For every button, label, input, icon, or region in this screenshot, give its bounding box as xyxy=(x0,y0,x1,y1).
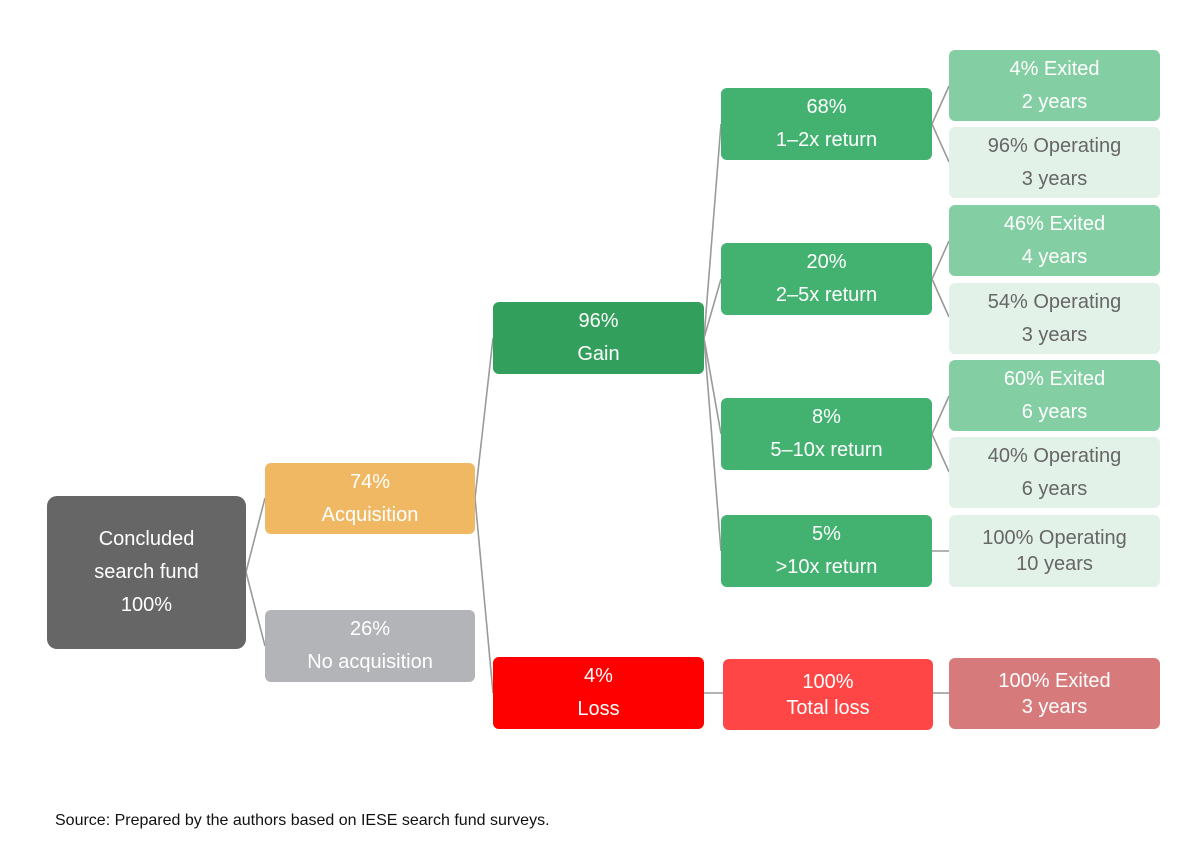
return-5-10x-label: 5–10x return xyxy=(770,439,883,461)
connector-root-acquisition xyxy=(245,497,266,573)
connector-root-no-acquisition xyxy=(245,571,266,647)
loss-label: Loss xyxy=(577,698,620,720)
return-10x-label: >10x return xyxy=(775,556,878,578)
no-acquisition-node: 26% No acquisition xyxy=(265,610,475,682)
root-line-2: search fund xyxy=(94,561,199,583)
exited-1-2x-years: 2 years xyxy=(1021,90,1088,113)
operating-2-5x-percent: 54% Operating xyxy=(987,290,1122,313)
exited-5-10x-node: 60% Exited 6 years xyxy=(949,360,1160,431)
total-loss-node: 100% Total loss xyxy=(723,659,933,730)
operating-10x-percent: 100% Operating xyxy=(982,527,1127,549)
connector-gain-10x xyxy=(703,337,722,552)
connector-2-5x-exited xyxy=(931,240,950,280)
operating-5-10x-years: 6 years xyxy=(1021,477,1088,500)
total-loss-label: Total loss xyxy=(786,696,870,719)
root-line-3: 100% xyxy=(120,594,173,616)
exited-loss-percent: 100% Exited xyxy=(998,669,1111,692)
exited-2-5x-percent: 46% Exited xyxy=(1003,212,1106,235)
connector-5-10x-operating xyxy=(931,433,950,473)
return-2-5x-percent: 20% xyxy=(806,251,847,273)
operating-2-5x-years: 3 years xyxy=(1021,323,1088,346)
loss-percent: 4% xyxy=(584,665,613,687)
acquisition-label: Acquisition xyxy=(321,503,419,526)
total-loss-percent: 100% xyxy=(802,670,854,693)
operating-5-10x-percent: 40% Operating xyxy=(987,444,1122,467)
loss-node: 4% Loss xyxy=(493,657,704,729)
operating-1-2x-node: 96% Operating 3 years xyxy=(949,127,1160,198)
operating-1-2x-percent: 96% Operating xyxy=(987,134,1122,157)
return-10x-percent: 5% xyxy=(812,523,841,545)
exited-5-10x-years: 6 years xyxy=(1021,400,1088,423)
return-1-2x-percent: 68% xyxy=(806,96,847,118)
return-1-2x-node: 68% 1–2x return xyxy=(721,88,932,160)
acquisition-node: 74% Acquisition xyxy=(265,463,475,534)
no-acquisition-percent: 26% xyxy=(349,618,391,640)
connector-gain-2-5x xyxy=(703,278,722,339)
exited-1-2x-percent: 4% Exited xyxy=(1009,57,1100,80)
root-line-1: Concluded xyxy=(98,528,195,550)
return-2-5x-label: 2–5x return xyxy=(775,284,878,306)
connector-gain-5-10x xyxy=(703,337,722,435)
connector-acquisition-gain xyxy=(474,337,494,499)
operating-1-2x-years: 3 years xyxy=(1021,167,1088,190)
exited-5-10x-percent: 60% Exited xyxy=(1003,367,1106,390)
return-10x-node: 5% >10x return xyxy=(721,515,932,587)
return-5-10x-node: 8% 5–10x return xyxy=(721,398,932,470)
source-caption: Source: Prepared by the authors based on… xyxy=(55,812,550,829)
root-node: Concluded search fund 100% xyxy=(47,496,246,649)
gain-percent: 96% xyxy=(578,310,619,332)
exited-2-5x-years: 4 years xyxy=(1021,245,1088,268)
connector-5-10x-exited xyxy=(931,395,950,435)
connector-acquisition-loss xyxy=(474,497,494,694)
exited-1-2x-node: 4% Exited 2 years xyxy=(949,50,1160,121)
operating-2-5x-node: 54% Operating 3 years xyxy=(949,283,1160,354)
connector-1-2x-operating xyxy=(931,123,950,163)
exited-loss-node: 100% Exited 3 years xyxy=(949,658,1160,729)
gain-node: 96% Gain xyxy=(493,302,704,374)
operating-10x-node: 100% Operating 10 years xyxy=(949,515,1160,587)
return-5-10x-percent: 8% xyxy=(812,406,841,428)
exited-2-5x-node: 46% Exited 4 years xyxy=(949,205,1160,276)
exited-loss-years: 3 years xyxy=(1021,695,1088,718)
return-2-5x-node: 20% 2–5x return xyxy=(721,243,932,315)
gain-label: Gain xyxy=(577,343,620,365)
connector-1-2x-exited xyxy=(931,85,950,125)
connector-2-5x-operating xyxy=(931,278,950,318)
operating-5-10x-node: 40% Operating 6 years xyxy=(949,437,1160,508)
acquisition-percent: 74% xyxy=(349,470,391,493)
no-acquisition-label: No acquisition xyxy=(307,651,433,673)
return-1-2x-label: 1–2x return xyxy=(775,129,878,151)
operating-10x-years: 10 years xyxy=(1016,553,1093,575)
connector-gain-1-2x xyxy=(703,123,722,339)
